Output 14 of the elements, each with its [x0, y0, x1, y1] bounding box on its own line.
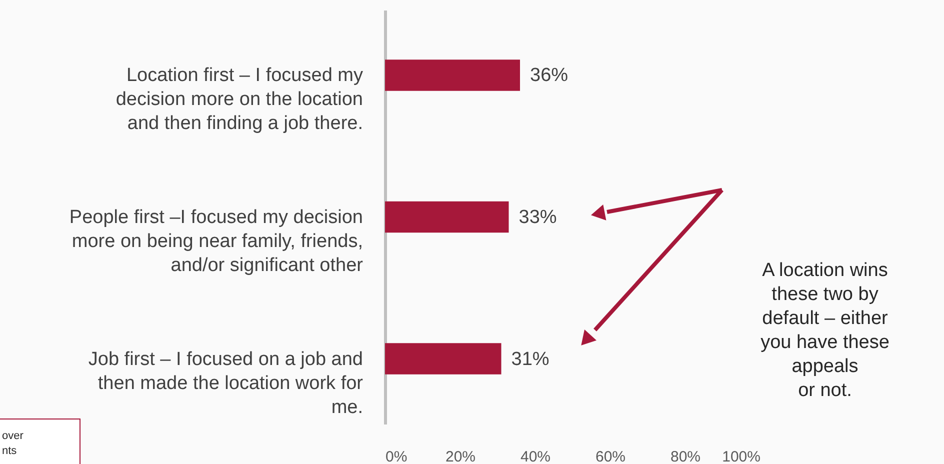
y-tick-label: Location first – I focused my decision more on the location and then finding a job there. [116, 65, 364, 134]
x-tick-label: 60% [595, 448, 626, 464]
y-tick-label: Job first – I focused on a job and then made the location work for me. [88, 348, 364, 418]
x-tick-label: 0% [386, 448, 408, 464]
data-label: 31% [511, 348, 550, 370]
text: over nts [2, 430, 24, 457]
data-label: 36% [530, 65, 568, 86]
x-tick-label: 20% [445, 448, 476, 464]
data-label: 33% [518, 207, 557, 228]
text: A location wins these two by default – either you have these appeals or not. [760, 260, 890, 401]
x-tick-label: 80% [670, 448, 701, 464]
x-tick-label: 100% [722, 448, 760, 464]
x-tick-label: 40% [520, 448, 551, 464]
y-tick-label: People first –I focused my decision more on being near family, friends, and/or significant other [69, 207, 364, 276]
